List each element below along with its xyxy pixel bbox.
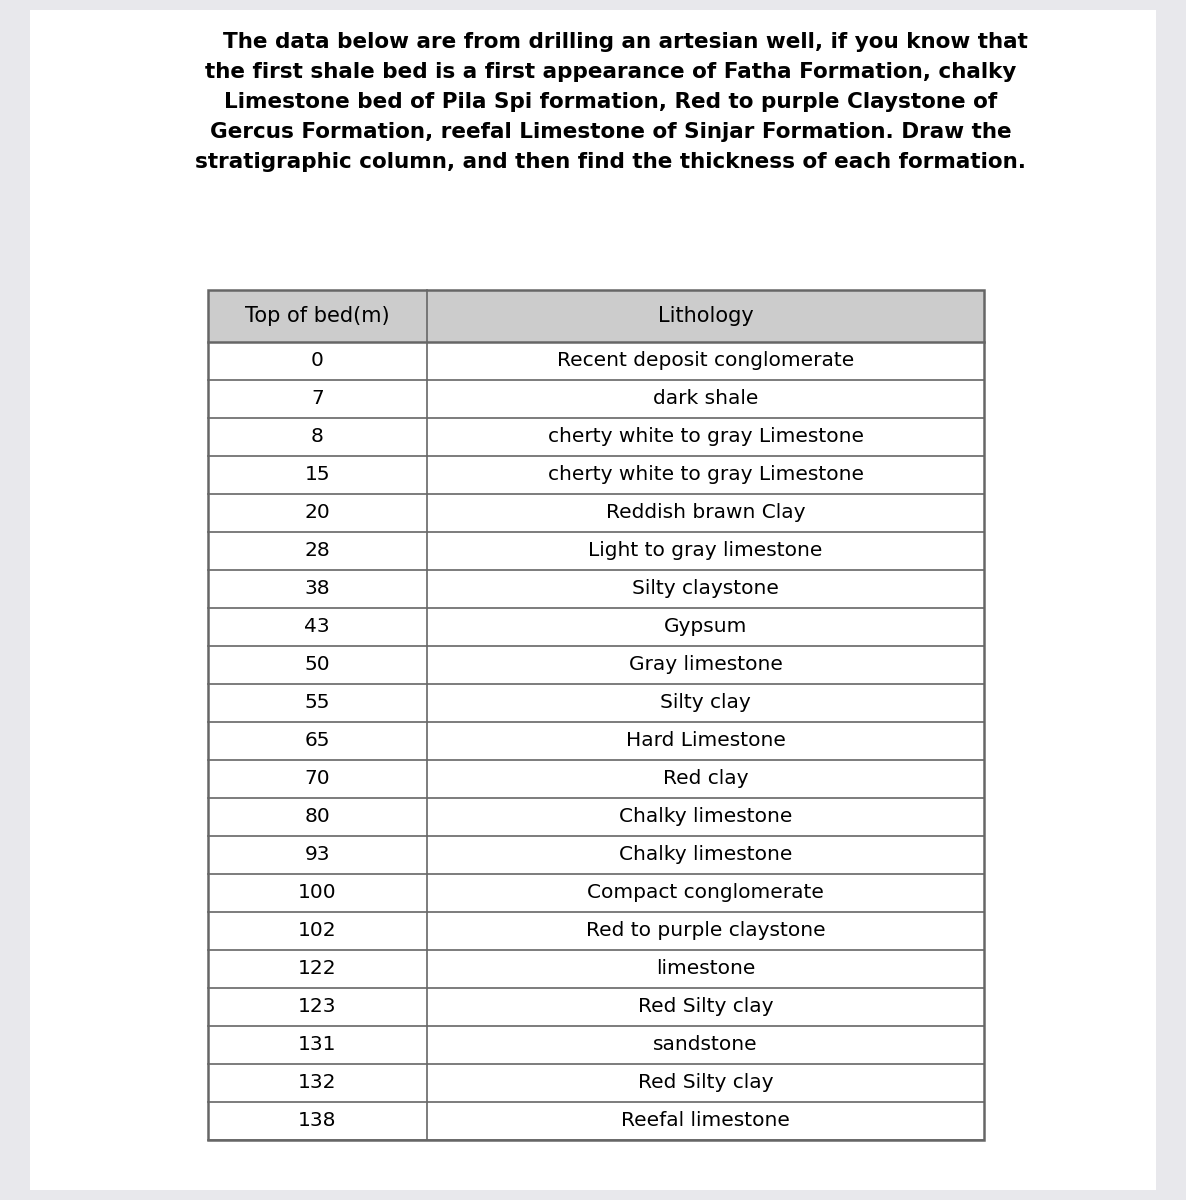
Text: 131: 131 bbox=[298, 1036, 337, 1055]
Text: Chalky limestone: Chalky limestone bbox=[619, 808, 792, 827]
Text: 70: 70 bbox=[305, 769, 330, 788]
Text: 50: 50 bbox=[305, 655, 330, 674]
Text: 28: 28 bbox=[305, 541, 330, 560]
Text: Hard Limestone: Hard Limestone bbox=[626, 732, 785, 750]
Text: 123: 123 bbox=[298, 997, 337, 1016]
Text: Gercus Formation, reefal Limestone of Sinjar Formation. Draw the: Gercus Formation, reefal Limestone of Si… bbox=[210, 122, 1012, 142]
Text: 20: 20 bbox=[305, 504, 330, 522]
Text: Compact conglomerate: Compact conglomerate bbox=[587, 883, 824, 902]
Text: Gray limestone: Gray limestone bbox=[629, 655, 783, 674]
Text: 80: 80 bbox=[305, 808, 330, 827]
Text: stratigraphic column, and then find the thickness of each formation.: stratigraphic column, and then find the … bbox=[196, 152, 1026, 172]
Text: 102: 102 bbox=[298, 922, 337, 941]
Text: 38: 38 bbox=[305, 580, 330, 599]
Text: Light to gray limestone: Light to gray limestone bbox=[588, 541, 823, 560]
Text: Top of bed(m): Top of bed(m) bbox=[246, 306, 389, 326]
Text: Red Silty clay: Red Silty clay bbox=[638, 997, 773, 1016]
Text: Red Silty clay: Red Silty clay bbox=[638, 1074, 773, 1092]
Text: Recent deposit conglomerate: Recent deposit conglomerate bbox=[557, 352, 854, 371]
Bar bbox=[208, 290, 984, 1140]
Text: 132: 132 bbox=[298, 1074, 337, 1092]
Text: cherty white to gray Limestone: cherty white to gray Limestone bbox=[548, 466, 863, 485]
Text: Lithology: Lithology bbox=[658, 306, 753, 326]
Text: sandstone: sandstone bbox=[653, 1036, 758, 1055]
Text: 122: 122 bbox=[298, 960, 337, 978]
Bar bbox=[208, 290, 984, 1140]
Text: 0: 0 bbox=[311, 352, 324, 371]
Text: 43: 43 bbox=[305, 618, 330, 636]
Text: the first shale bed is a first appearance of Fatha Formation, chalky: the first shale bed is a first appearanc… bbox=[205, 62, 1016, 82]
Text: 7: 7 bbox=[311, 390, 324, 408]
Text: dark shale: dark shale bbox=[653, 390, 758, 408]
Text: Red clay: Red clay bbox=[663, 769, 748, 788]
Text: 138: 138 bbox=[298, 1111, 337, 1130]
Text: Gypsum: Gypsum bbox=[664, 618, 747, 636]
Text: cherty white to gray Limestone: cherty white to gray Limestone bbox=[548, 427, 863, 446]
Text: 93: 93 bbox=[305, 846, 330, 864]
Text: Reefal limestone: Reefal limestone bbox=[621, 1111, 790, 1130]
Text: 55: 55 bbox=[305, 694, 330, 713]
Text: 65: 65 bbox=[305, 732, 330, 750]
Text: Chalky limestone: Chalky limestone bbox=[619, 846, 792, 864]
Text: limestone: limestone bbox=[656, 960, 755, 978]
Text: Red to purple claystone: Red to purple claystone bbox=[586, 922, 825, 941]
Bar bbox=[208, 290, 984, 342]
Text: Reddish brawn Clay: Reddish brawn Clay bbox=[606, 504, 805, 522]
Text: Silty claystone: Silty claystone bbox=[632, 580, 779, 599]
Text: Silty clay: Silty clay bbox=[661, 694, 751, 713]
Text: 15: 15 bbox=[305, 466, 330, 485]
Text: The data below are from drilling an artesian well, if you know that: The data below are from drilling an arte… bbox=[193, 32, 1028, 52]
Text: 8: 8 bbox=[311, 427, 324, 446]
Text: 100: 100 bbox=[298, 883, 337, 902]
Text: Limestone bed of Pila Spi formation, Red to purple Claystone of: Limestone bed of Pila Spi formation, Red… bbox=[224, 92, 997, 112]
